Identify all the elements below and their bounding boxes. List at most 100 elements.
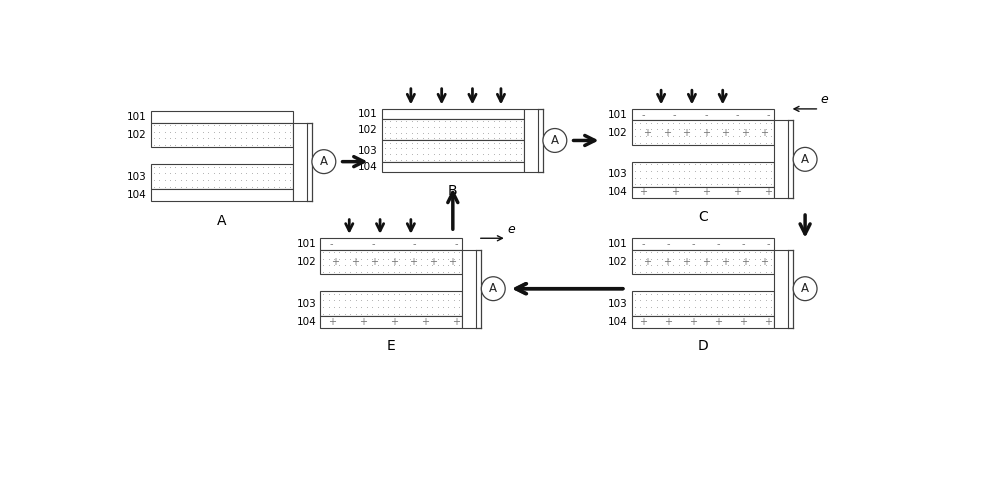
Text: 104: 104 xyxy=(358,162,378,172)
Text: -: - xyxy=(716,239,720,249)
Text: -: - xyxy=(455,239,458,249)
Bar xyxy=(320,316,462,328)
Text: +: + xyxy=(689,317,697,327)
Text: +: + xyxy=(359,317,367,327)
Text: 101: 101 xyxy=(608,110,628,120)
Text: 103: 103 xyxy=(608,169,628,180)
Text: D: D xyxy=(698,339,708,353)
Text: -: - xyxy=(704,110,708,120)
Text: -: - xyxy=(766,110,770,120)
Text: +: + xyxy=(328,317,336,327)
Text: +: + xyxy=(331,257,339,267)
Circle shape xyxy=(543,129,567,152)
Text: +: + xyxy=(671,187,679,197)
Text: -: - xyxy=(741,239,745,249)
Text: +: + xyxy=(682,257,690,267)
Text: +: + xyxy=(429,257,437,267)
Text: -: - xyxy=(371,239,375,249)
Bar xyxy=(632,250,774,274)
Text: +: + xyxy=(702,257,710,267)
Bar xyxy=(320,250,462,274)
Text: +: + xyxy=(663,257,671,267)
Bar xyxy=(524,109,538,172)
Bar xyxy=(151,189,293,200)
Bar xyxy=(632,187,774,198)
Text: +: + xyxy=(733,187,741,197)
Bar xyxy=(293,123,307,200)
Bar xyxy=(632,291,774,316)
Text: +: + xyxy=(764,317,772,327)
Text: A: A xyxy=(217,214,227,228)
Circle shape xyxy=(481,277,505,301)
Text: -: - xyxy=(766,239,770,249)
Text: 101: 101 xyxy=(608,239,628,249)
Text: +: + xyxy=(741,128,749,138)
Text: +: + xyxy=(760,128,768,138)
Bar xyxy=(320,238,462,250)
Text: 102: 102 xyxy=(608,257,628,267)
Bar xyxy=(151,111,293,123)
Text: +: + xyxy=(682,128,690,138)
Text: -: - xyxy=(413,239,416,249)
Text: +: + xyxy=(639,317,647,327)
Text: -: - xyxy=(735,110,739,120)
Text: +: + xyxy=(764,187,772,197)
Text: C: C xyxy=(698,210,708,224)
Bar xyxy=(774,250,788,328)
Text: +: + xyxy=(370,257,378,267)
Text: +: + xyxy=(702,187,710,197)
Text: 104: 104 xyxy=(608,187,628,197)
Text: +: + xyxy=(643,128,651,138)
Text: A: A xyxy=(551,134,559,147)
Text: +: + xyxy=(664,317,672,327)
Text: B: B xyxy=(448,183,458,197)
Text: +: + xyxy=(643,257,651,267)
Circle shape xyxy=(793,277,817,301)
Text: e: e xyxy=(820,93,828,106)
Text: 103: 103 xyxy=(296,299,316,309)
Text: +: + xyxy=(452,317,460,327)
Text: +: + xyxy=(663,128,671,138)
Bar xyxy=(632,121,774,145)
Text: 102: 102 xyxy=(358,125,378,135)
Text: +: + xyxy=(448,257,456,267)
Text: +: + xyxy=(721,257,729,267)
Text: -: - xyxy=(642,110,645,120)
Bar xyxy=(382,140,524,162)
Text: 101: 101 xyxy=(358,109,378,119)
Text: 102: 102 xyxy=(296,257,316,267)
Text: +: + xyxy=(739,317,747,327)
Bar xyxy=(151,123,293,148)
Circle shape xyxy=(793,148,817,171)
Text: +: + xyxy=(390,257,398,267)
Text: 102: 102 xyxy=(608,128,628,138)
Text: A: A xyxy=(801,282,809,295)
Text: +: + xyxy=(409,257,417,267)
Text: 101: 101 xyxy=(127,112,147,122)
Text: E: E xyxy=(387,339,396,353)
Text: 103: 103 xyxy=(127,172,147,182)
Text: -: - xyxy=(667,239,670,249)
Text: 104: 104 xyxy=(608,317,628,327)
Text: +: + xyxy=(702,128,710,138)
Text: -: - xyxy=(692,239,695,249)
Text: 104: 104 xyxy=(127,190,147,200)
Bar xyxy=(632,316,774,328)
Bar xyxy=(462,250,476,328)
Text: 101: 101 xyxy=(296,239,316,249)
Bar xyxy=(151,165,293,189)
Bar xyxy=(632,162,774,187)
Bar xyxy=(632,109,774,121)
Text: +: + xyxy=(351,257,359,267)
Text: A: A xyxy=(801,153,809,166)
Text: +: + xyxy=(714,317,722,327)
Bar xyxy=(774,121,788,198)
Text: 102: 102 xyxy=(127,130,147,140)
Text: -: - xyxy=(330,239,333,249)
Bar xyxy=(320,291,462,316)
Text: 103: 103 xyxy=(358,146,378,156)
Bar xyxy=(382,109,524,119)
Text: 103: 103 xyxy=(608,299,628,309)
Text: +: + xyxy=(721,128,729,138)
Bar xyxy=(382,119,524,140)
